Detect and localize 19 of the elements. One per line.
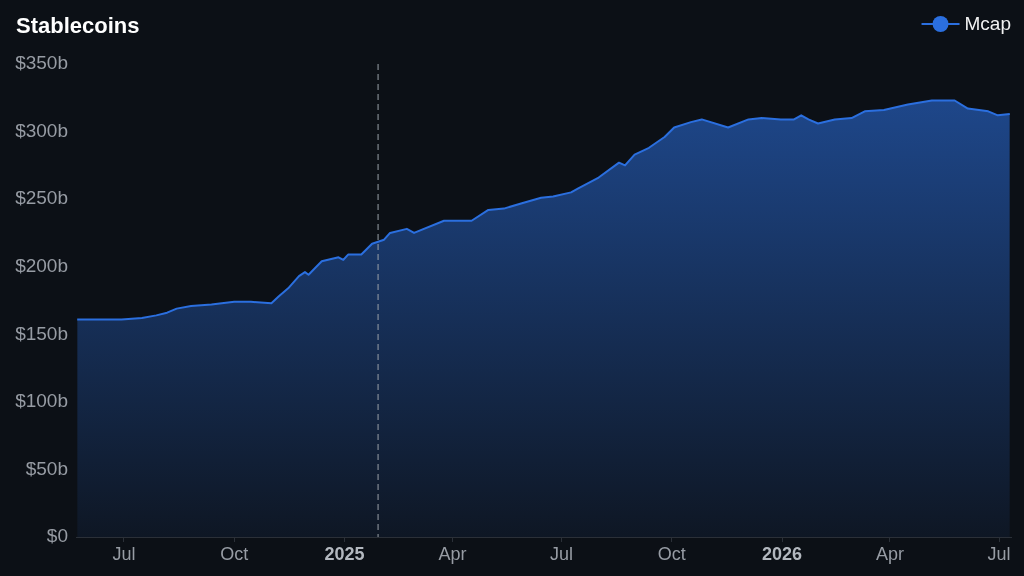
y-tick-label: $50b [25, 457, 68, 479]
y-tick-label: $150b [15, 322, 68, 344]
y-tick-label: $350b [15, 52, 68, 74]
x-tick-label: Jul [112, 543, 136, 564]
x-tick-label: Jul [549, 543, 573, 564]
x-tick-label: Oct [657, 543, 686, 564]
y-tick-label: $250b [15, 187, 68, 209]
legend-label: Mcap [964, 13, 1012, 35]
x-tick-label: Jul [987, 543, 1011, 564]
y-tick-label: $200b [15, 254, 68, 276]
chart-title: Stablecoins [16, 13, 140, 39]
x-tick-label: Apr [875, 543, 904, 564]
x-tick-label: 2026 [762, 543, 803, 564]
x-tick-label: Apr [438, 543, 467, 564]
y-tick-label: $100b [15, 390, 68, 412]
y-tick-label: $0 [46, 525, 68, 547]
x-tick-label: Oct [220, 543, 249, 564]
y-tick-label: $300b [15, 119, 68, 141]
x-tick-label: 2025 [324, 543, 365, 564]
